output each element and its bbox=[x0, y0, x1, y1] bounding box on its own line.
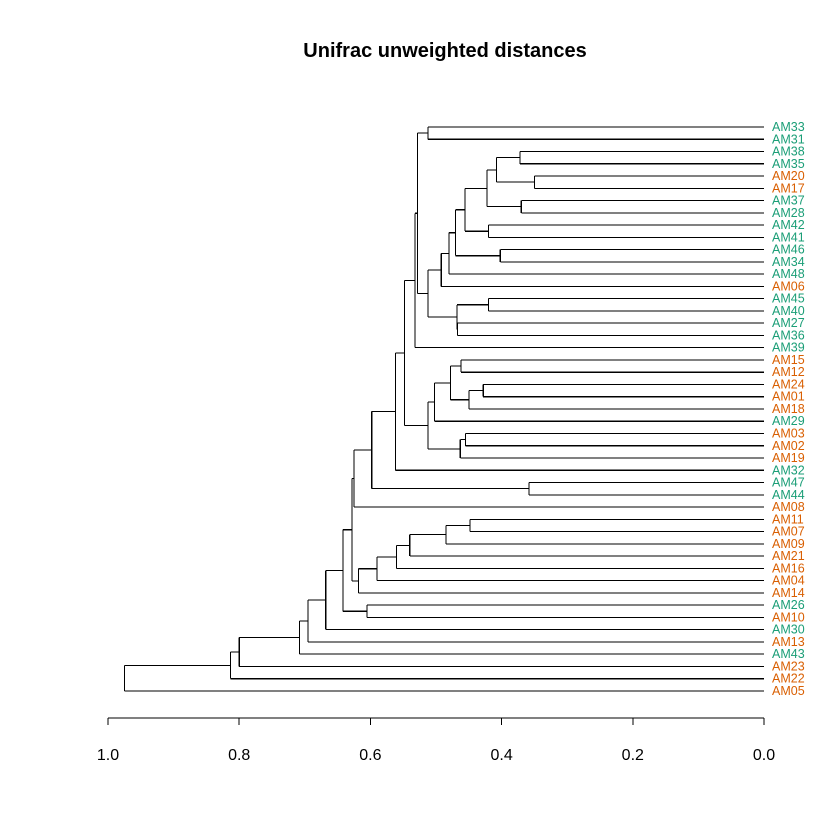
leaf-label: AM30 bbox=[772, 623, 805, 637]
merge-node bbox=[459, 439, 764, 459]
merge-node bbox=[427, 126, 764, 140]
merge-node bbox=[230, 651, 764, 680]
leaf-label: AM44 bbox=[772, 488, 805, 502]
leaf-label: AM29 bbox=[772, 414, 805, 428]
leaf-label: AM15 bbox=[772, 353, 805, 367]
leaf-label: AM34 bbox=[772, 255, 805, 269]
leaf-label: AM07 bbox=[772, 525, 805, 539]
merge-node bbox=[427, 401, 461, 450]
x-tick-label: 0.0 bbox=[753, 747, 775, 764]
leaf-label: AM12 bbox=[772, 365, 805, 379]
leaf-label: AM23 bbox=[772, 659, 805, 673]
leaf-label: AM38 bbox=[772, 145, 805, 159]
leaf-label: AM19 bbox=[772, 451, 805, 465]
leaf-label: AM09 bbox=[772, 537, 805, 551]
leaf-label: AM05 bbox=[772, 684, 805, 698]
leaf-label: AM43 bbox=[772, 647, 805, 661]
leaf-label: AM40 bbox=[772, 304, 805, 318]
leaf-label: AM13 bbox=[772, 635, 805, 649]
x-tick-label: 0.2 bbox=[622, 747, 644, 764]
leaf-label: AM42 bbox=[772, 218, 805, 232]
leaf-label: AM22 bbox=[772, 672, 805, 686]
leaf-label: AM26 bbox=[772, 598, 805, 612]
leaf-label: AM20 bbox=[772, 169, 805, 183]
leaf-label: AM48 bbox=[772, 267, 805, 281]
merge-node bbox=[449, 365, 469, 401]
leaf-label: AM41 bbox=[772, 230, 805, 244]
leaf-label: AM10 bbox=[772, 610, 805, 624]
merge-node bbox=[448, 232, 764, 275]
x-tick-label: 0.6 bbox=[359, 747, 381, 764]
merge-node bbox=[455, 209, 501, 257]
leaf-label: AM11 bbox=[772, 512, 804, 526]
leaf-label: AM03 bbox=[772, 427, 805, 441]
merge-node bbox=[487, 224, 764, 238]
merge-node bbox=[434, 382, 764, 422]
x-tick-label: 0.4 bbox=[490, 747, 512, 764]
merge-node bbox=[409, 534, 764, 557]
merge-node bbox=[440, 252, 764, 287]
merge-node bbox=[464, 187, 489, 232]
x-axis: 1.0 0.8 0.6 0.4 0.2 0.0 bbox=[97, 717, 775, 764]
merge-node bbox=[468, 390, 764, 410]
merge-node bbox=[486, 169, 522, 208]
merge-node bbox=[445, 524, 764, 545]
leaf-label: AM21 bbox=[772, 549, 805, 563]
leaf-label: AM31 bbox=[772, 132, 805, 146]
leaf-label: AM18 bbox=[772, 402, 805, 416]
leaf-labels: AM33AM31AM38AM35AM20AM17AM37AM28AM42AM41… bbox=[772, 120, 805, 698]
leaf-label: AM28 bbox=[772, 206, 805, 220]
merge-node bbox=[325, 569, 764, 631]
merge-node bbox=[456, 304, 489, 330]
merge-node bbox=[487, 298, 764, 312]
merge-node bbox=[417, 132, 429, 295]
leaf-label: AM27 bbox=[772, 316, 805, 330]
leaf-label: AM24 bbox=[772, 377, 805, 391]
merge-node bbox=[520, 200, 764, 214]
merge-node bbox=[414, 212, 764, 349]
merge-node bbox=[528, 481, 764, 496]
leaf-label: AM02 bbox=[772, 439, 805, 453]
merge-node bbox=[495, 157, 535, 183]
merge-node bbox=[299, 620, 764, 655]
merge-node bbox=[519, 150, 764, 165]
x-tick-label: 0.8 bbox=[228, 747, 250, 764]
merge-node bbox=[396, 544, 764, 569]
leaf-label: AM08 bbox=[772, 500, 805, 514]
merge-node bbox=[499, 249, 764, 263]
leaf-label: AM06 bbox=[772, 279, 805, 293]
leaf-label: AM01 bbox=[772, 390, 805, 404]
merge-node bbox=[403, 279, 429, 427]
merge-node bbox=[123, 664, 764, 692]
merge-node bbox=[342, 529, 368, 612]
merge-node bbox=[353, 449, 764, 508]
leaf-label: AM16 bbox=[772, 561, 805, 575]
chart-title: Unifrac unweighted distances bbox=[303, 40, 586, 62]
merge-node bbox=[427, 269, 457, 318]
leaf-label: AM36 bbox=[772, 328, 805, 342]
leaf-label: AM32 bbox=[772, 463, 805, 477]
merge-node bbox=[366, 604, 764, 618]
leaf-label: AM33 bbox=[772, 120, 805, 134]
leaf-label: AM14 bbox=[772, 586, 805, 600]
merge-node bbox=[307, 599, 764, 643]
merge-node bbox=[457, 322, 764, 336]
leaf-label: AM17 bbox=[772, 181, 805, 195]
merge-node bbox=[460, 359, 764, 373]
dendrogram-branches bbox=[123, 126, 764, 692]
merge-node bbox=[469, 518, 764, 533]
leaf-label: AM37 bbox=[772, 194, 805, 208]
leaf-label: AM39 bbox=[772, 341, 805, 355]
leaf-label: AM46 bbox=[772, 243, 805, 257]
merge-node bbox=[464, 432, 764, 447]
merge-node bbox=[533, 175, 764, 189]
leaf-label: AM35 bbox=[772, 157, 805, 171]
x-tick-label: 1.0 bbox=[97, 747, 119, 764]
leaf-label: AM47 bbox=[772, 476, 805, 490]
leaf-label: AM04 bbox=[772, 574, 805, 588]
merge-node bbox=[482, 383, 764, 398]
merge-node bbox=[351, 478, 359, 582]
leaf-label: AM45 bbox=[772, 292, 805, 306]
